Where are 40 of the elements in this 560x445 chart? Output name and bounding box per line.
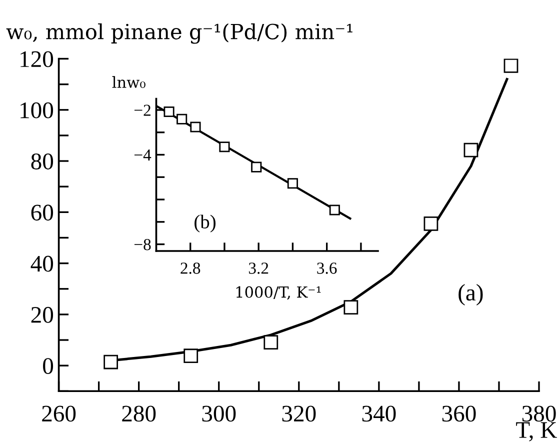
- x-tick-label: 300: [202, 406, 236, 422]
- annotation: (b): [194, 214, 216, 232]
- y-tick-label: 100: [20, 102, 54, 118]
- y-tick-label: 120: [20, 51, 54, 68]
- y-tick-label: 60: [31, 204, 54, 221]
- y-tick-label: −8: [134, 238, 151, 250]
- x-tick-label: 2.8: [180, 262, 200, 274]
- x-tick-label: 360: [442, 406, 476, 422]
- point: [464, 142, 478, 158]
- point: [251, 162, 262, 172]
- y-axis-title: lnw₀: [112, 76, 146, 88]
- y-tick-label: 20: [31, 306, 54, 323]
- y-tick-label: 0: [43, 358, 54, 374]
- point: [504, 58, 518, 73]
- point: [287, 178, 298, 189]
- point: [184, 348, 198, 364]
- point: [164, 106, 174, 118]
- point: [219, 142, 230, 152]
- y-tick-label: 80: [31, 154, 54, 170]
- x-tick-label: 320: [282, 406, 316, 422]
- point: [344, 300, 358, 314]
- point: [176, 114, 188, 124]
- x-tick-label: 340: [362, 406, 396, 422]
- x-tick-label: 260: [42, 406, 76, 422]
- point: [264, 335, 278, 350]
- point: [190, 122, 201, 132]
- annotation: (a): [458, 284, 483, 306]
- x-tick-label: 380: [522, 406, 556, 422]
- x-tick-label: 3.6: [317, 262, 337, 274]
- y-axis-title: w₀, mmol pinane g⁻¹(Pd/C) min⁻¹: [6, 23, 352, 44]
- point: [329, 204, 340, 216]
- x-tick-label: 280: [122, 406, 156, 422]
- point: [104, 354, 118, 370]
- x-axis-title: 1000/T, K⁻¹: [236, 286, 321, 300]
- x-tick-label: 3.2: [248, 262, 268, 274]
- y-tick-label: −2: [134, 104, 150, 116]
- y-tick-label: 40: [30, 256, 54, 272]
- point: [424, 216, 438, 231]
- x-axis-title: T, K: [516, 422, 557, 442]
- y-tick-label: −4: [134, 150, 152, 161]
